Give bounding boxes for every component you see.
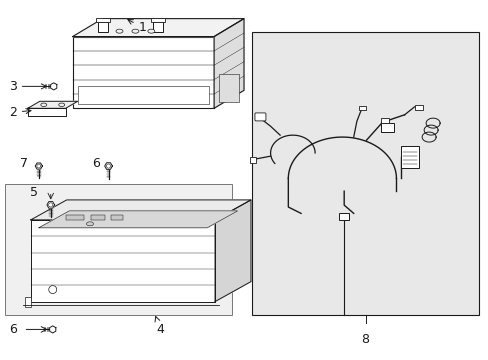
Ellipse shape (41, 103, 47, 107)
Polygon shape (215, 200, 250, 302)
Polygon shape (50, 326, 56, 333)
Text: 6: 6 (9, 323, 17, 336)
Text: 6: 6 (91, 157, 100, 170)
Circle shape (49, 285, 57, 293)
Polygon shape (31, 220, 215, 302)
Bar (380, 122, 394, 131)
Bar (78, 86, 209, 104)
Ellipse shape (86, 222, 93, 226)
Ellipse shape (59, 103, 64, 107)
Circle shape (37, 164, 41, 168)
Bar (96, 18, 110, 22)
Bar (73, 37, 214, 108)
Bar (380, 118, 387, 122)
Polygon shape (73, 19, 244, 37)
Ellipse shape (147, 29, 155, 33)
Bar (339, 213, 348, 220)
Polygon shape (104, 163, 112, 169)
Text: 5: 5 (30, 186, 38, 199)
Text: 1: 1 (127, 19, 146, 34)
Bar (249, 157, 255, 163)
Circle shape (106, 164, 110, 168)
Bar (98, 22, 108, 32)
Bar (358, 106, 365, 110)
Ellipse shape (132, 29, 139, 33)
Text: 3: 3 (9, 80, 46, 93)
Text: 8: 8 (361, 333, 369, 346)
Polygon shape (35, 163, 42, 169)
Bar (251, 32, 478, 315)
Bar (219, 75, 239, 102)
Bar (401, 146, 419, 168)
Polygon shape (28, 101, 78, 108)
Bar (66, 215, 84, 220)
Text: 2: 2 (9, 106, 31, 119)
Polygon shape (31, 200, 250, 220)
Polygon shape (214, 19, 244, 108)
Bar (91, 215, 105, 220)
Circle shape (49, 203, 53, 207)
Bar (153, 22, 163, 32)
Polygon shape (51, 83, 57, 90)
Bar (151, 18, 164, 22)
Text: 7: 7 (20, 157, 28, 170)
Bar (25, 297, 31, 306)
Bar (414, 105, 422, 110)
Bar (111, 215, 123, 220)
Polygon shape (28, 108, 65, 116)
Text: 4: 4 (155, 316, 164, 336)
FancyBboxPatch shape (254, 113, 265, 121)
Polygon shape (39, 211, 237, 228)
Bar (5, 184, 232, 315)
Ellipse shape (116, 29, 122, 33)
Polygon shape (47, 202, 55, 208)
